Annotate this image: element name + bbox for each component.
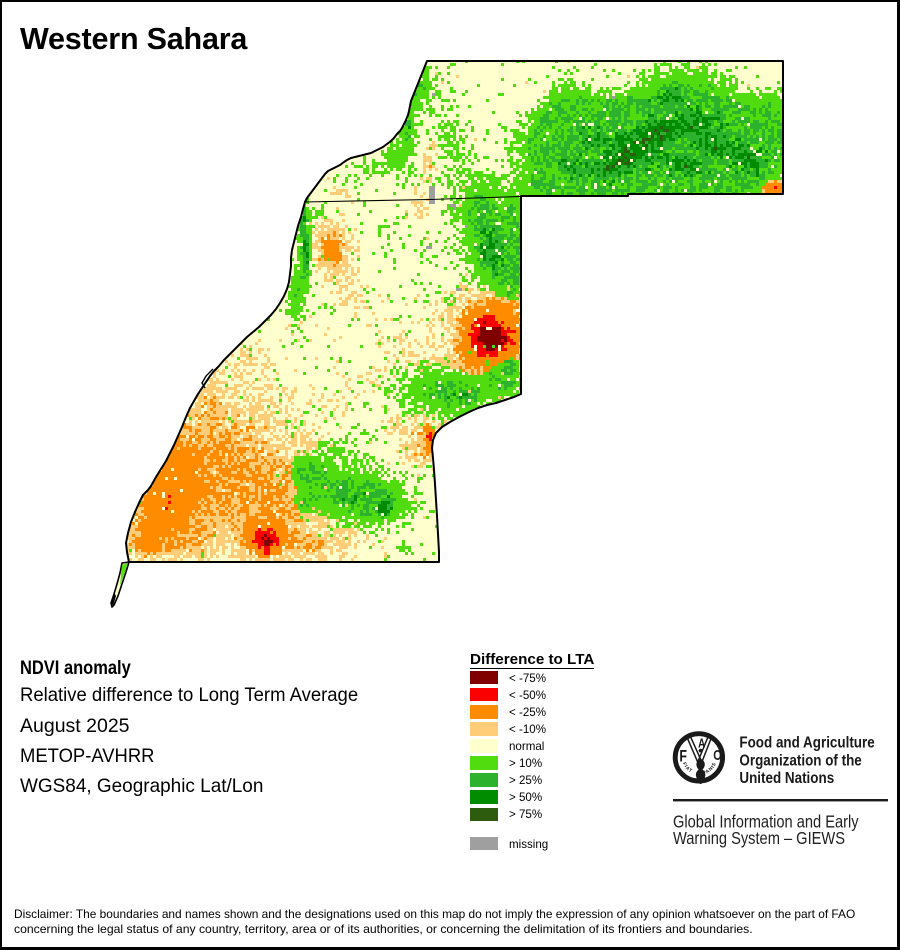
svg-text:United Nations: United Nations [739,770,834,787]
svg-text:Food and Agriculture: Food and Agriculture [739,735,874,752]
svg-text:O: O [713,747,722,764]
svg-text:Warning System – GIEWS: Warning System – GIEWS [673,829,845,849]
svg-text:A: A [698,737,705,751]
svg-text:Global Information and Early: Global Information and Early [673,813,859,833]
svg-text:Organization of the: Organization of the [739,753,861,770]
svg-text:F: F [679,748,687,766]
